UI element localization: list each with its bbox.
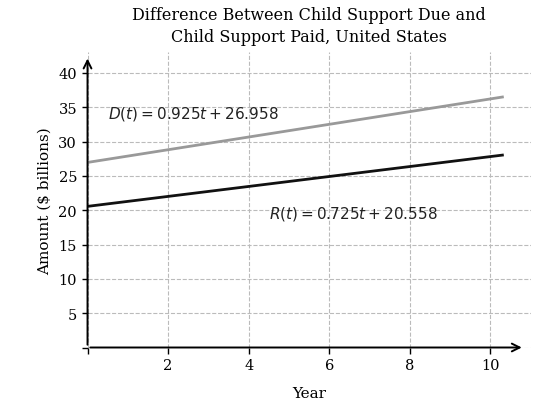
Text: $R(t) = 0.725t + 20.558$: $R(t) = 0.725t + 20.558$ xyxy=(269,204,438,222)
X-axis label: Year: Year xyxy=(292,386,326,400)
Text: $D(t) = 0.925t + 26.958$: $D(t) = 0.925t + 26.958$ xyxy=(108,105,278,123)
Y-axis label: Amount ($ billions): Amount ($ billions) xyxy=(37,127,51,274)
Title: Difference Between Child Support Due and
Child Support Paid, United States: Difference Between Child Support Due and… xyxy=(132,7,486,46)
